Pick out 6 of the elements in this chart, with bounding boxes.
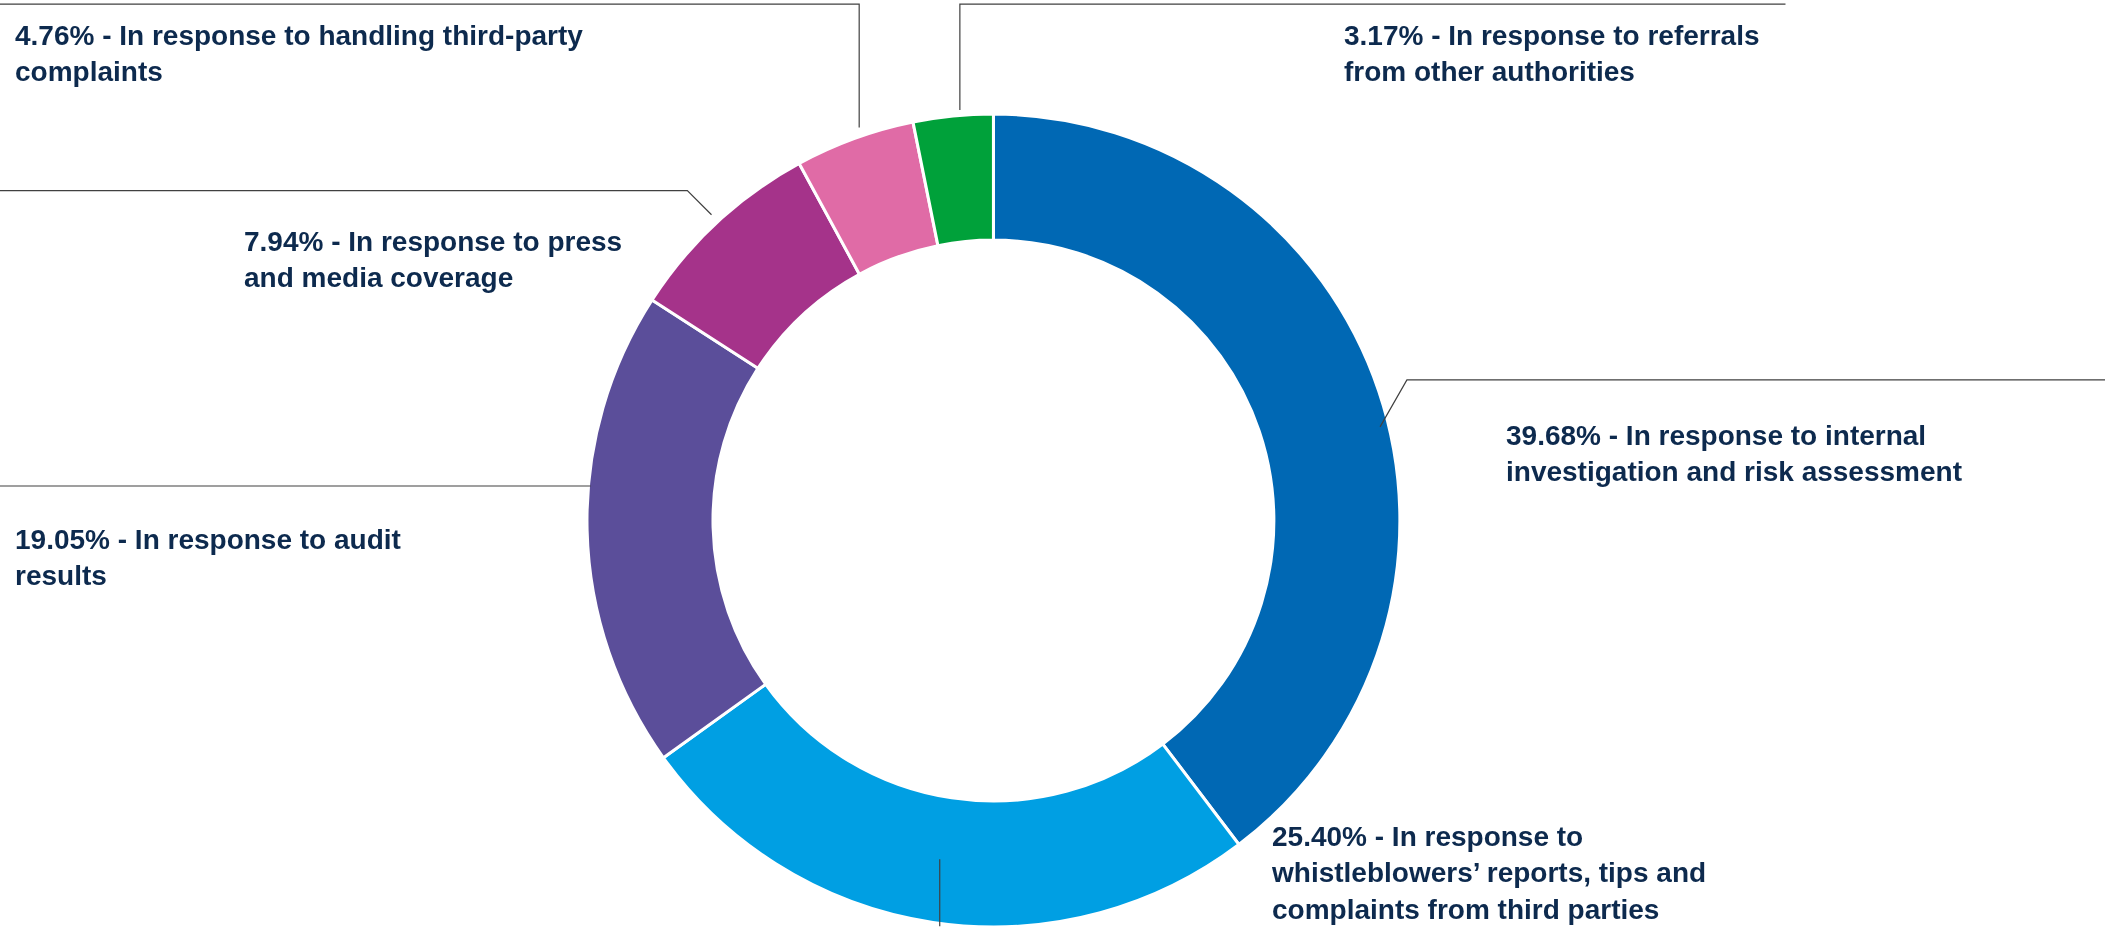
slice-label: 25.40% - In response to whistleblowers’ reports, tips and complaints from third parties: [1271, 821, 1707, 925]
slice-label: 7.94% - In response to press and media coverage: [244, 226, 623, 294]
slice-label: 3.17% - In response to referrals from other authorities: [1344, 20, 1760, 88]
slice-label: 39.68% - In response to internal investigation and risk assessment: [1506, 420, 1962, 488]
slice-label: 19.05% - In response to audit results: [15, 524, 401, 592]
slice-label: 4.76% - In response to handling third-party complaints: [15, 20, 584, 88]
